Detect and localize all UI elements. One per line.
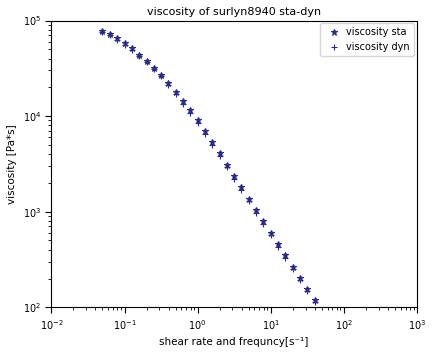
viscosity dyn <box>151 67 156 71</box>
Line: viscosity dyn: viscosity dyn <box>99 28 384 354</box>
viscosity sta <box>290 265 295 269</box>
viscosity sta <box>144 58 149 63</box>
viscosity sta <box>187 108 193 113</box>
Y-axis label: viscosity [Pa*s]: viscosity [Pa*s] <box>7 124 17 204</box>
viscosity sta <box>129 46 134 51</box>
viscosity dyn <box>202 132 207 136</box>
viscosity dyn <box>290 267 295 271</box>
viscosity dyn <box>100 30 105 34</box>
viscosity sta <box>181 98 186 103</box>
viscosity dyn <box>275 244 281 249</box>
viscosity sta <box>334 331 339 336</box>
viscosity sta <box>195 118 200 122</box>
viscosity dyn <box>187 111 193 115</box>
viscosity sta <box>305 287 310 291</box>
viscosity sta <box>202 129 207 133</box>
viscosity dyn <box>283 256 288 260</box>
viscosity sta <box>158 73 164 77</box>
viscosity sta <box>349 353 354 354</box>
viscosity dyn <box>107 33 113 38</box>
viscosity dyn <box>144 60 149 64</box>
viscosity sta <box>326 321 332 325</box>
viscosity dyn <box>217 154 222 158</box>
viscosity sta <box>151 66 156 70</box>
viscosity dyn <box>239 188 244 192</box>
viscosity dyn <box>136 53 142 58</box>
viscosity sta <box>268 231 273 235</box>
viscosity sta <box>173 90 178 94</box>
viscosity dyn <box>173 92 178 96</box>
viscosity sta <box>217 151 222 155</box>
viscosity dyn <box>319 311 324 315</box>
viscosity dyn <box>261 222 266 226</box>
viscosity dyn <box>253 211 259 215</box>
viscosity sta <box>283 253 288 257</box>
viscosity dyn <box>158 74 164 79</box>
viscosity sta <box>107 32 113 36</box>
viscosity dyn <box>181 102 186 106</box>
viscosity dyn <box>114 38 120 42</box>
viscosity dyn <box>246 199 252 204</box>
viscosity dyn <box>195 121 200 125</box>
viscosity dyn <box>232 177 237 181</box>
viscosity sta <box>297 276 303 280</box>
viscosity sta <box>232 174 237 178</box>
viscosity sta <box>122 41 127 45</box>
viscosity dyn <box>122 42 127 47</box>
Title: viscosity of surlyn8940 sta-dyn: viscosity of surlyn8940 sta-dyn <box>147 7 321 17</box>
viscosity dyn <box>305 289 310 293</box>
viscosity sta <box>114 36 120 40</box>
viscosity sta <box>136 52 142 57</box>
viscosity dyn <box>326 322 332 326</box>
viscosity dyn <box>166 83 171 87</box>
viscosity dyn <box>224 165 229 170</box>
viscosity sta <box>319 309 324 314</box>
viscosity sta <box>224 162 229 167</box>
viscosity dyn <box>334 332 339 337</box>
viscosity sta <box>210 139 215 144</box>
viscosity dyn <box>297 278 303 282</box>
Legend: viscosity sta, viscosity dyn: viscosity sta, viscosity dyn <box>320 23 414 56</box>
viscosity sta <box>261 219 266 224</box>
viscosity dyn <box>210 143 215 147</box>
viscosity sta <box>100 29 105 33</box>
viscosity sta <box>166 81 171 85</box>
viscosity dyn <box>129 47 134 52</box>
X-axis label: shear rate and frequncy[s⁻¹]: shear rate and frequncy[s⁻¹] <box>159 337 309 347</box>
viscosity sta <box>239 185 244 189</box>
viscosity sta <box>246 196 252 201</box>
viscosity dyn <box>312 300 317 304</box>
viscosity sta <box>312 298 317 303</box>
viscosity sta <box>253 208 259 212</box>
viscosity dyn <box>268 233 273 238</box>
viscosity dyn <box>341 343 346 347</box>
viscosity sta <box>275 242 281 246</box>
viscosity sta <box>341 342 346 347</box>
Line: viscosity sta: viscosity sta <box>99 27 384 354</box>
